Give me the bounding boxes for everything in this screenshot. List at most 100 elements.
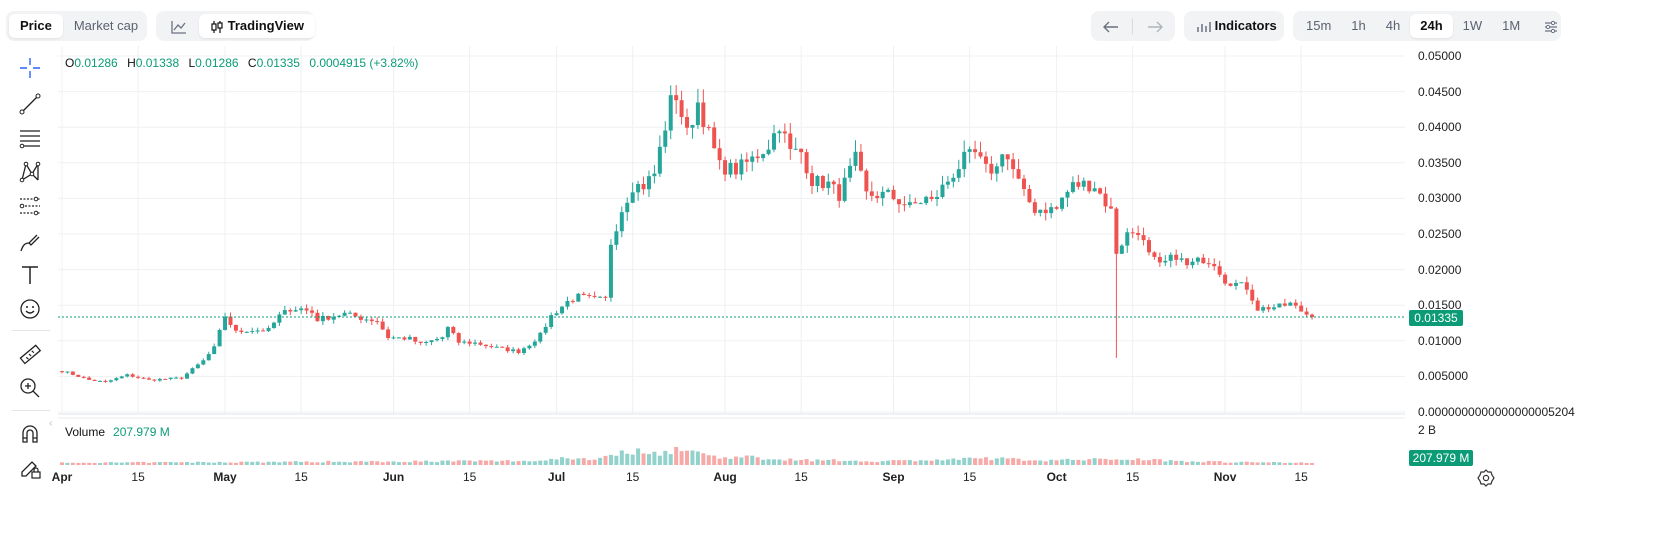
- brush-tool[interactable]: [16, 228, 44, 256]
- candle-body: [1293, 302, 1298, 306]
- candle-body: [1239, 282, 1244, 284]
- volume-bar: [777, 459, 782, 465]
- volume-bar: [489, 460, 494, 465]
- volume-bar: [853, 460, 858, 465]
- volume-bar: [1168, 460, 1173, 465]
- candle-body: [1049, 207, 1054, 214]
- text-tool[interactable]: [16, 261, 44, 289]
- tradingview-button[interactable]: TradingView: [199, 14, 315, 38]
- volume-bar: [929, 460, 934, 465]
- line-chart-button[interactable]: [159, 14, 199, 38]
- high-label: H: [127, 56, 136, 70]
- candle-body: [663, 130, 668, 147]
- pattern-tool[interactable]: [16, 158, 44, 186]
- market-cap-tab[interactable]: Market cap: [73, 18, 139, 33]
- fib-tool[interactable]: [16, 192, 44, 220]
- candle-body: [1299, 305, 1304, 312]
- candle-body: [478, 342, 483, 345]
- candle-body: [940, 184, 945, 197]
- zoom-in-tool[interactable]: [16, 374, 44, 402]
- candle-body: [511, 349, 516, 352]
- candle-body: [646, 176, 651, 190]
- open-label: O: [65, 56, 75, 70]
- volume-bar: [630, 454, 635, 465]
- magnet-tool[interactable]: [16, 420, 44, 448]
- candle-body: [608, 244, 613, 298]
- trend-line-tool[interactable]: [16, 90, 44, 118]
- volume-value: 207.979 M: [113, 425, 170, 439]
- candle-body: [1233, 283, 1238, 286]
- change-value: 0.0004915 (+3.82%): [309, 56, 419, 70]
- timeframe-24h[interactable]: 24h: [1410, 14, 1453, 38]
- volume-bar: [869, 461, 874, 465]
- indicators-group: Indicators: [1184, 11, 1284, 41]
- ruler-tool[interactable]: [16, 340, 44, 368]
- candle-body: [815, 175, 820, 187]
- candle-body: [706, 127, 711, 129]
- candle-body: [239, 330, 244, 333]
- candle-body: [1255, 300, 1260, 311]
- timeframe-4h[interactable]: 4h: [1385, 18, 1401, 33]
- volume-bar: [1272, 461, 1277, 465]
- lock-drawings-tool[interactable]: [16, 454, 44, 482]
- price-tab[interactable]: Price: [9, 14, 63, 38]
- pattern-icon: [19, 161, 41, 183]
- price-axis-tick-label: 0.01500: [1418, 298, 1462, 313]
- candle-body: [788, 133, 793, 149]
- candle-body: [619, 212, 624, 232]
- candle-body: [1087, 180, 1092, 192]
- volume-bar: [668, 454, 673, 465]
- emoji-tool[interactable]: [16, 295, 44, 323]
- timeframe-1h[interactable]: 1h: [1351, 18, 1366, 33]
- chart-properties-button[interactable]: [1477, 469, 1495, 487]
- candle-body: [880, 191, 885, 199]
- time-axis-tick-label: Oct: [1046, 470, 1067, 484]
- volume-bar: [815, 459, 820, 465]
- timeframe-15m[interactable]: 15m: [1306, 18, 1332, 33]
- volume-bar: [608, 454, 613, 465]
- timeframe-1w[interactable]: 1W: [1462, 18, 1483, 33]
- candle-body: [1011, 159, 1016, 170]
- volume-bar: [978, 458, 983, 465]
- volume-bar: [375, 461, 380, 465]
- candle-body: [174, 377, 179, 379]
- candle-body: [157, 378, 162, 381]
- volume-bar: [587, 460, 592, 465]
- volume-bar: [413, 460, 418, 465]
- candle-body: [1119, 245, 1124, 254]
- volume-bar: [592, 459, 597, 465]
- candle-body: [233, 324, 238, 331]
- volume-bar: [554, 459, 559, 465]
- volume-bar: [1130, 460, 1135, 465]
- volume-bar: [146, 463, 151, 465]
- volume-bar: [750, 455, 755, 465]
- horizontal-lines-tool[interactable]: [16, 124, 44, 152]
- tradingview-label: TradingView: [227, 18, 304, 33]
- chart-settings-button[interactable]: [1538, 14, 1564, 38]
- timeframe-1m[interactable]: 1M: [1502, 18, 1521, 33]
- candle-body: [777, 131, 782, 134]
- volume-bar: [1212, 461, 1217, 465]
- collapse-toolbar-handle[interactable]: ‹: [49, 418, 53, 429]
- back-button[interactable]: [1095, 14, 1127, 38]
- candle-body: [1065, 191, 1070, 198]
- volume-bar: [663, 450, 668, 465]
- volume-bar: [717, 458, 722, 465]
- candle-body: [1092, 188, 1097, 192]
- indicators-button[interactable]: Indicators: [1187, 14, 1287, 38]
- gear-icon: [1477, 469, 1495, 487]
- candle-body: [250, 331, 255, 333]
- candle-body: [1054, 207, 1059, 209]
- volume-bar: [810, 461, 815, 465]
- candle-body: [76, 374, 81, 377]
- volume-bar: [1038, 460, 1043, 465]
- volume-bar: [1223, 462, 1228, 465]
- volume-bar: [1147, 460, 1151, 465]
- crosshair-tool[interactable]: [16, 54, 44, 82]
- candle-body: [418, 341, 423, 343]
- candle-body: [429, 340, 434, 343]
- candle-body: [864, 170, 869, 192]
- volume-bar: [125, 462, 130, 465]
- forward-button[interactable]: [1139, 14, 1171, 38]
